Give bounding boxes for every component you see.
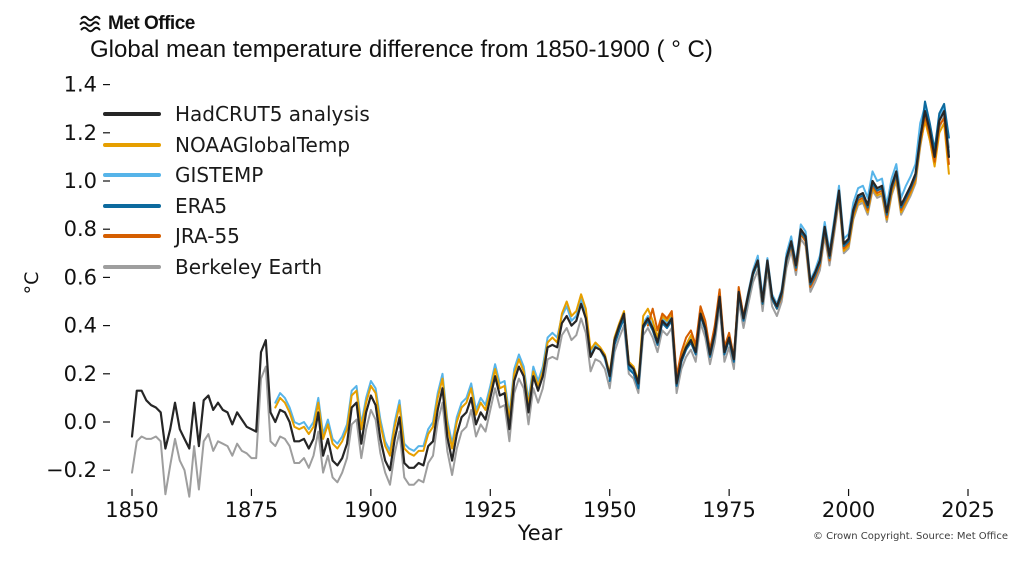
legend-label: HadCRUT5 analysis (175, 102, 370, 127)
legend-label: JRA-55 (175, 224, 240, 249)
x-tick-label: 2000 (822, 498, 875, 522)
legend-item-noaaglobaltemp: NOAAGlobalTemp (103, 130, 370, 161)
y-tick-label: 0.4 (64, 314, 97, 338)
legend-line-swatch (103, 173, 161, 178)
x-tick-label: 1925 (464, 498, 517, 522)
copyright-text: © Crown Copyright. Source: Met Office (812, 531, 1008, 542)
y-tick-label: 1.4 (64, 73, 97, 97)
series-line-era5 (608, 100, 950, 390)
y-tick-label: 0.6 (64, 265, 97, 289)
x-tick-label: 1850 (105, 498, 158, 522)
legend-line-swatch (103, 264, 161, 269)
chart-title: Global mean temperature difference from … (90, 36, 713, 63)
y-tick-label: 0.0 (64, 410, 97, 434)
x-tick-label: 1975 (702, 498, 755, 522)
logo-text: Met Office (108, 13, 195, 34)
y-tick-label: 0.2 (64, 362, 97, 386)
x-tick-label: 2025 (941, 498, 994, 522)
legend-label: GISTEMP (175, 163, 264, 188)
series-line-hadcrut5-analysis (130, 110, 950, 472)
x-axis-label: Year (517, 521, 563, 545)
legend-label: ERA5 (175, 193, 228, 218)
y-tick-label: 1.2 (64, 121, 97, 145)
legend-item-hadcrut5-analysis: HadCRUT5 analysis (103, 99, 370, 130)
series-line-berkeley-earth (131, 114, 950, 498)
x-tick-label: 1950 (583, 498, 636, 522)
met-office-logo: Met Office (78, 13, 195, 35)
met-office-wave-icon (79, 15, 101, 33)
legend-item-jra-55: JRA-55 (103, 221, 370, 252)
legend-line-swatch (103, 234, 161, 239)
legend-item-berkeley-earth: Berkeley Earth (103, 252, 370, 283)
legend-label: NOAAGlobalTemp (175, 132, 351, 157)
y-tick-label: −0.2 (46, 458, 97, 482)
legend-line-swatch (103, 112, 161, 117)
legend-line-swatch (103, 203, 161, 208)
y-tick-label: 0.8 (64, 217, 97, 241)
legend-item-era5: ERA5 (103, 191, 370, 222)
legend-label: Berkeley Earth (175, 254, 323, 279)
legend-line-swatch (103, 142, 161, 147)
y-tick-label: 1.0 (64, 169, 97, 193)
legend-item-gistemp: GISTEMP (103, 160, 370, 191)
chart-legend: HadCRUT5 analysis NOAAGlobalTemp GISTEMP ER… (103, 99, 370, 282)
x-tick-label: 1875 (225, 498, 278, 522)
x-tick-label: 1900 (344, 498, 397, 522)
